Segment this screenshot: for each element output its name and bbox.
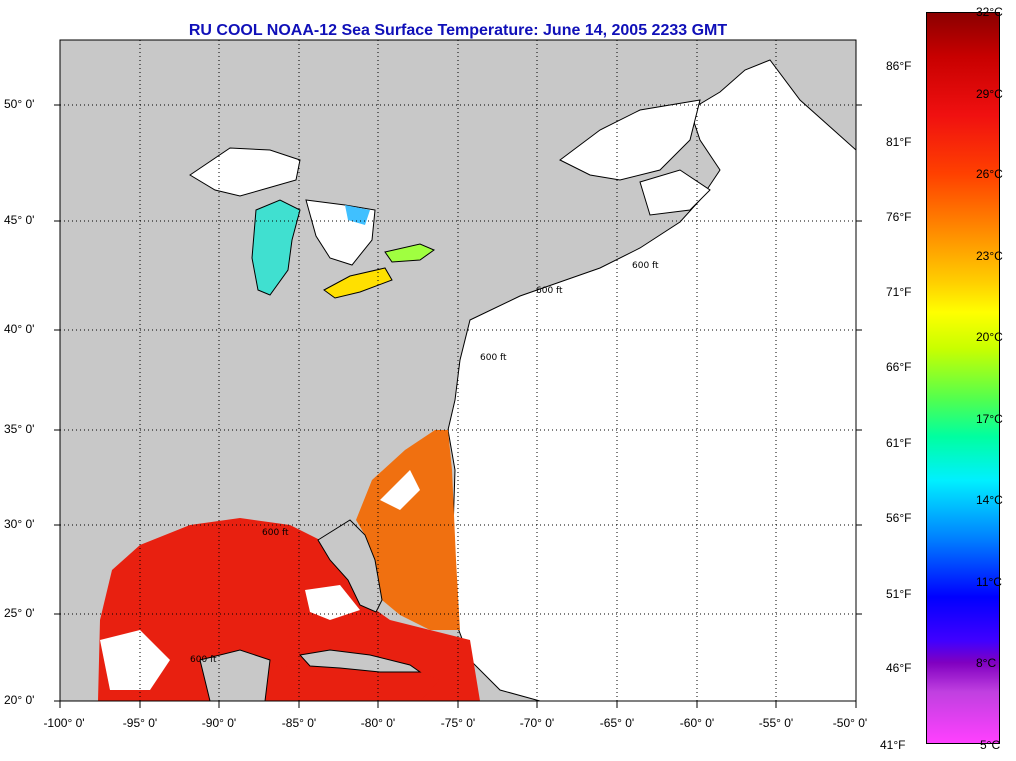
colorbar-fahrenheit-label: 66°F: [886, 360, 912, 374]
lat-label: 50° 0': [4, 97, 35, 111]
colorbar-fahrenheit-label: 41°F: [880, 738, 906, 752]
graticule: [60, 40, 856, 701]
ocean-no-data: [447, 59, 856, 701]
map-title: RU COOL NOAA-12 Sea Surface Temperature:…: [188, 22, 728, 39]
colorbar-fahrenheit-label: 71°F: [886, 285, 912, 299]
colorbar-fahrenheit-label: 46°F: [886, 661, 912, 675]
lon-label: -95° 0': [122, 716, 158, 730]
svg-text:600 ft: 600 ft: [632, 261, 659, 271]
lat-label: 40° 0': [4, 322, 35, 336]
lon-label: -75° 0': [440, 716, 476, 730]
contour-labels: 600 ft 600 ft 600 ft 600 ft 600 ft: [190, 261, 659, 665]
colorbar-fahrenheit-label: 86°F: [886, 59, 912, 73]
colorbar-celsius-label: 23°C: [976, 249, 1003, 263]
colorbar-fahrenheit-label: 61°F: [886, 436, 912, 450]
lon-label: -70° 0': [519, 716, 555, 730]
lon-label: -65° 0': [599, 716, 635, 730]
colorbar-fahrenheit-label: 56°F: [886, 511, 912, 525]
colorbar-celsius-label: 17°C: [976, 412, 1003, 426]
colorbar-fahrenheit-label: 76°F: [886, 210, 912, 224]
colorbar-celsius-label: 11°C: [976, 575, 1002, 589]
svg-text:600 ft: 600 ft: [536, 286, 563, 296]
florida: [317, 519, 383, 613]
colorbar-celsius-label: 5°C: [980, 738, 1001, 752]
lon-label: -55° 0': [758, 716, 794, 730]
colorbar-fahrenheit-label: 51°F: [886, 587, 912, 601]
svg-text:600 ft: 600 ft: [480, 353, 507, 363]
lon-label: -50° 0': [832, 716, 868, 730]
colorbar-celsius-label: 32°C: [976, 5, 1003, 19]
colorbar-celsius-label: 14°C: [976, 493, 1003, 507]
colorbar-celsius-label: 8°C: [976, 656, 997, 670]
lon-label: -60° 0': [679, 716, 715, 730]
colorbar-celsius-label: 20°C: [976, 330, 1003, 344]
lat-label: 20° 0': [4, 693, 35, 707]
axis-ticks: [54, 104, 862, 708]
lon-label: -80° 0': [360, 716, 396, 730]
lake-michigan: [251, 199, 301, 296]
gulf-sst: [98, 518, 480, 701]
lake-superior: [189, 147, 301, 197]
lat-label: 45° 0': [4, 213, 35, 227]
lat-label: 25° 0': [4, 606, 35, 620]
lat-label: 30° 0': [4, 517, 35, 531]
lon-label: -85° 0': [281, 716, 317, 730]
lake-ontario: [384, 243, 436, 263]
colorbar-celsius-label: 26°C: [976, 167, 1003, 181]
temperature-colorbar: [926, 12, 1000, 744]
atlantic-sst: [356, 430, 460, 630]
colorbar-fahrenheit-label: 81°F: [886, 135, 912, 149]
lake-erie: [323, 267, 393, 299]
colorbar-celsius-label: 29°C: [976, 87, 1003, 101]
lon-label: -100° 0': [43, 716, 85, 730]
svg-text:600 ft: 600 ft: [190, 655, 217, 665]
svg-text:600 ft: 600 ft: [262, 528, 289, 538]
lat-label: 35° 0': [4, 422, 35, 436]
lon-label: -90° 0': [201, 716, 237, 730]
